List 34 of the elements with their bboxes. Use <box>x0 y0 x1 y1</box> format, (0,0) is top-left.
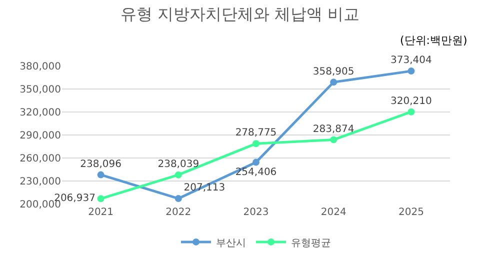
point <box>174 171 182 178</box>
data-label: 278,775 <box>235 128 277 139</box>
point <box>408 68 415 75</box>
point <box>97 195 104 202</box>
y-tick-label: 380,000 <box>20 62 61 72</box>
y-tick-label: 350,000 <box>20 84 61 96</box>
legend-label: 유형평균 <box>291 238 331 249</box>
y-tick-label: 200,000 <box>20 200 61 210</box>
data-label: 373,404 <box>390 55 432 66</box>
data-label: 320,210 <box>390 96 432 107</box>
point <box>330 78 338 86</box>
point <box>252 140 260 148</box>
legend-label: 부산시 <box>216 238 246 249</box>
y-tick-label: 290,000 <box>20 130 61 142</box>
data-label: 283,874 <box>312 124 354 135</box>
data-label: 238,039 <box>158 158 200 170</box>
x-tick-label: 2023 <box>243 207 269 218</box>
x-tick-label: 2025 <box>398 207 424 218</box>
y-tick-label: 320,000 <box>20 108 61 118</box>
point <box>408 108 415 116</box>
point <box>252 158 260 166</box>
point <box>330 136 338 144</box>
x-tick-label: 2021 <box>88 207 114 218</box>
y-tick-label: 260,000 <box>20 154 61 164</box>
data-label: 358,905 <box>312 66 354 78</box>
point <box>174 195 182 202</box>
y-tick-label: 230,000 <box>20 176 61 188</box>
chart-subtitle: (단위:백만원) <box>400 34 468 47</box>
x-tick-label: 2022 <box>166 207 192 218</box>
data-label: 238,096 <box>80 158 122 170</box>
data-label: 254,406 <box>235 167 277 178</box>
point <box>97 171 104 178</box>
chart-title: 유형 지방자치단체와 체납액 비교 <box>120 4 360 24</box>
x-tick-label: 2024 <box>320 207 346 218</box>
